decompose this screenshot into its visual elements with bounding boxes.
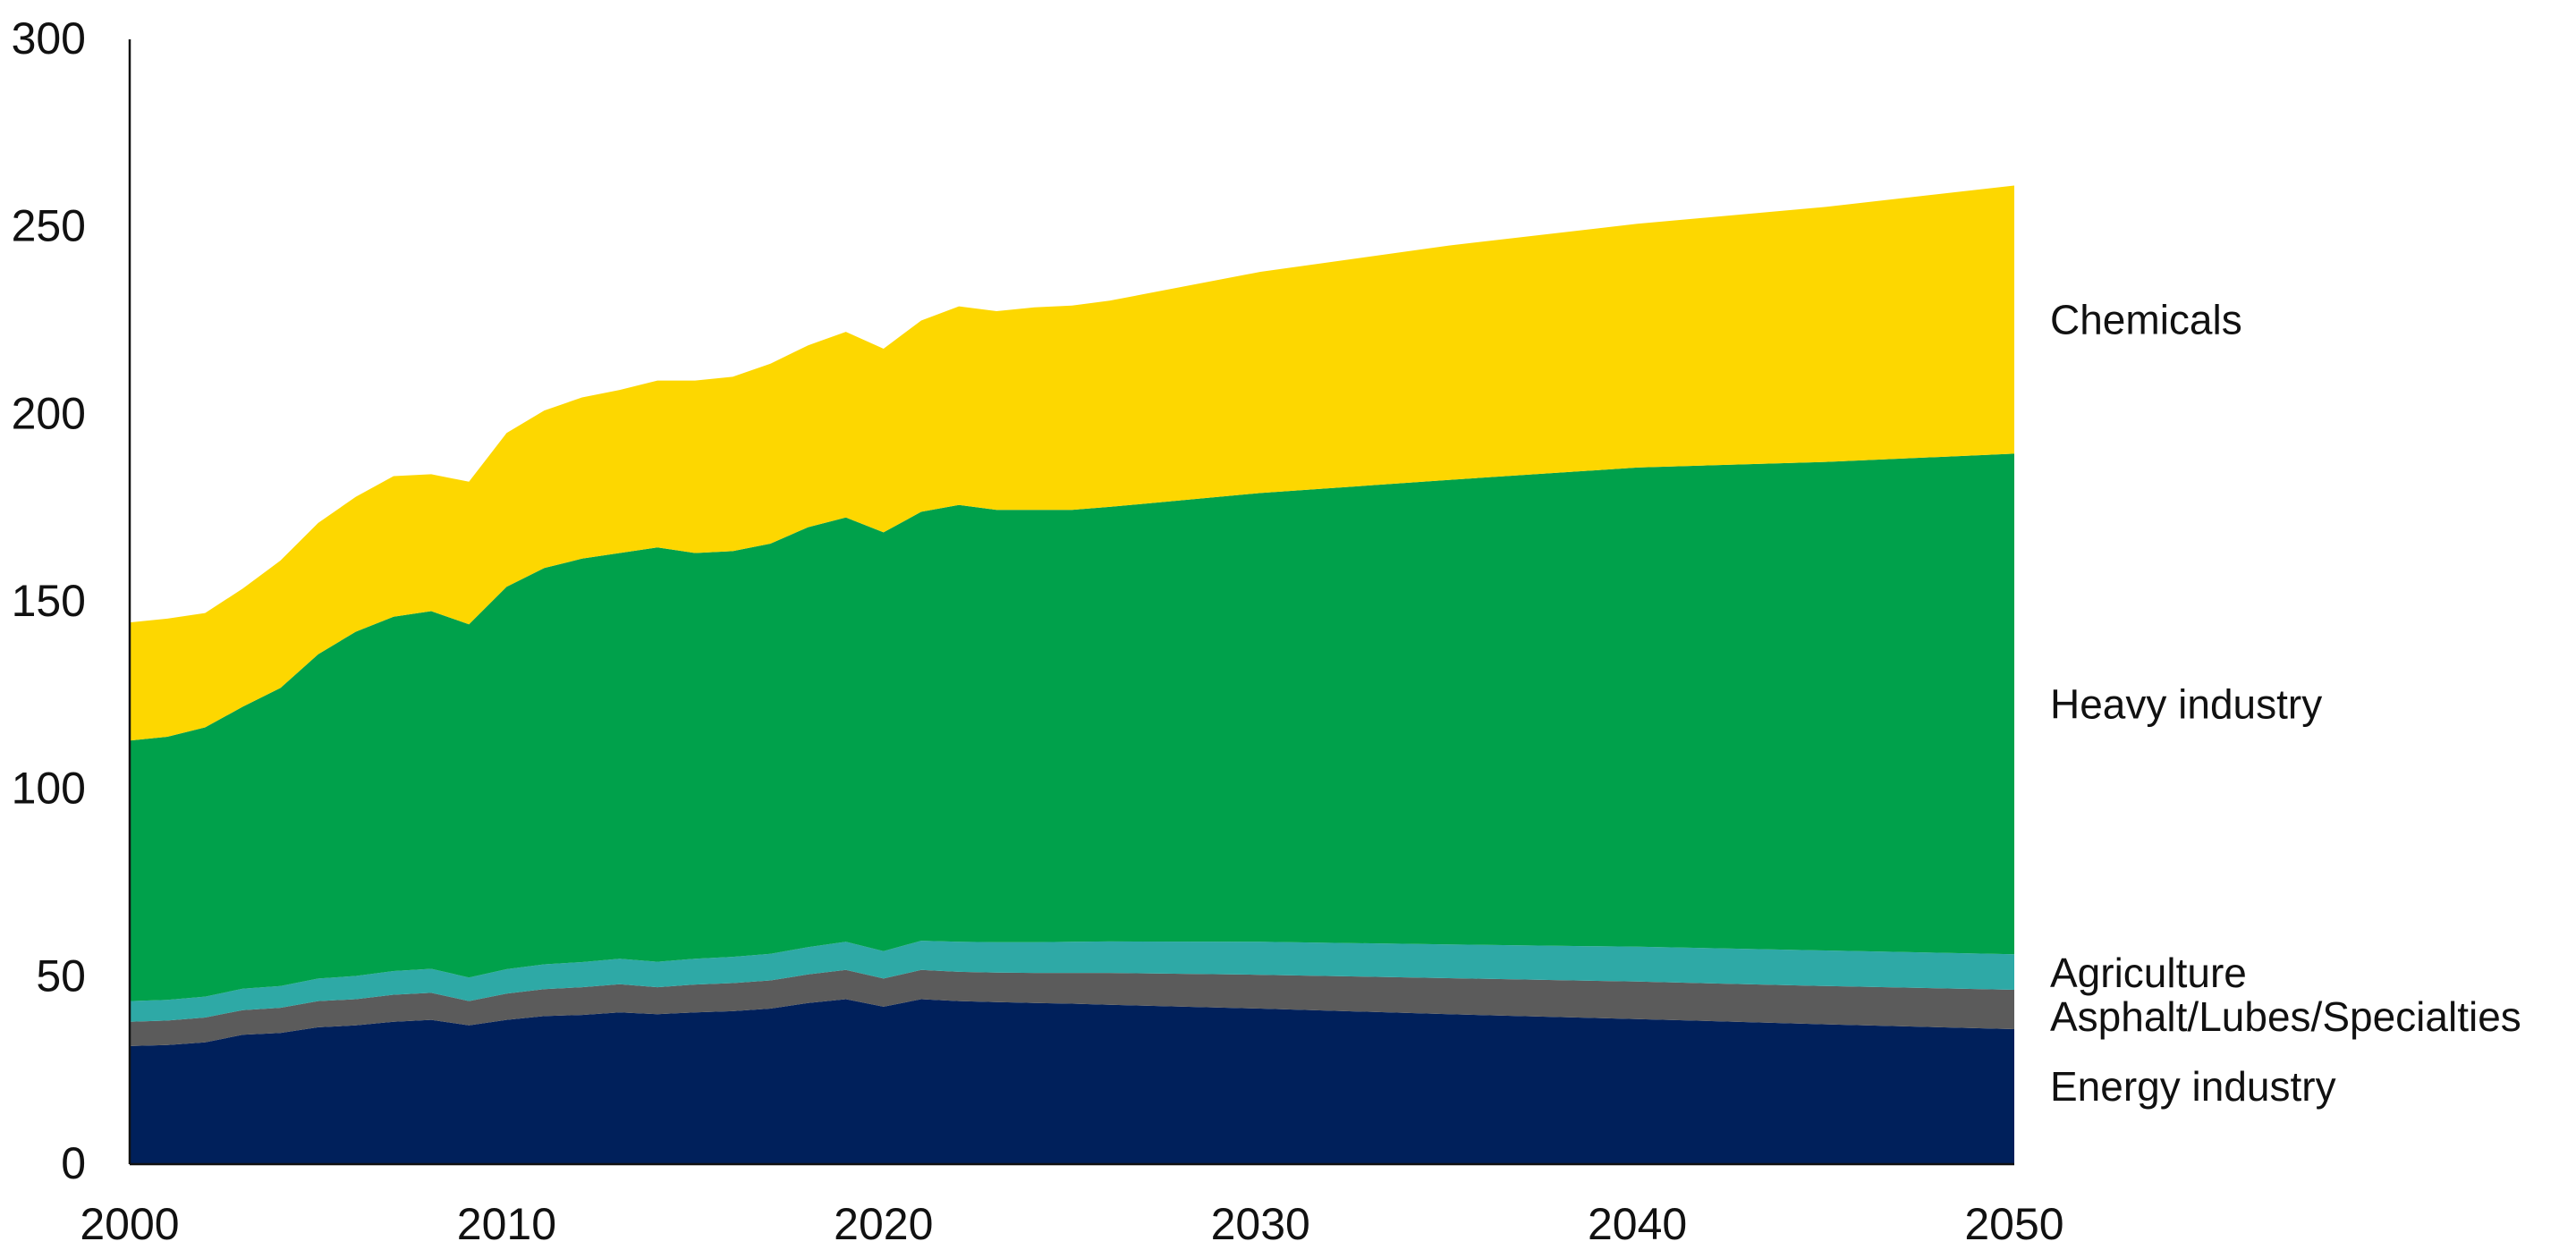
- x-tick-label: 2050: [1964, 1199, 2063, 1249]
- y-tick-label: 300: [12, 13, 86, 63]
- x-tick-label: 2040: [1588, 1199, 1687, 1249]
- area-series-group: [130, 185, 2014, 1164]
- x-tick-label: 2020: [834, 1199, 933, 1249]
- x-tick-label: 2030: [1211, 1199, 1310, 1249]
- series-labels-group: Energy industry Asphalt/Lubes/Specialties…: [2050, 296, 2521, 1110]
- y-tick-label: 100: [12, 764, 86, 814]
- series-label-chemicals: Chemicals: [2050, 296, 2242, 342]
- series-label-energy-industry: Energy industry: [2050, 1063, 2336, 1110]
- x-tick-label: 2010: [457, 1199, 556, 1249]
- area-agriculture: [130, 941, 2014, 1022]
- y-tick-label: 0: [61, 1138, 86, 1188]
- series-label-agriculture: Agriculture: [2050, 950, 2247, 996]
- area-energy-industry: [130, 999, 2014, 1164]
- area-asphalt-lubes-specialties: [130, 969, 2014, 1046]
- area-chemicals: [130, 185, 2014, 741]
- series-label-asphalt-lubes-specialties: Asphalt/Lubes/Specialties: [2050, 993, 2521, 1040]
- axes-group: 0 50 100 150 200 250 300 2000 2010 2020 2030 2040 20…: [12, 13, 2064, 1249]
- area-heavy-industry: [130, 453, 2014, 1001]
- x-tick-label: 2000: [80, 1199, 179, 1249]
- y-tick-label: 250: [12, 201, 86, 251]
- y-tick-label: 150: [12, 576, 86, 626]
- y-tick-label: 50: [36, 950, 86, 1001]
- y-tick-label: 200: [12, 388, 86, 438]
- series-label-heavy-industry: Heavy industry: [2050, 680, 2322, 727]
